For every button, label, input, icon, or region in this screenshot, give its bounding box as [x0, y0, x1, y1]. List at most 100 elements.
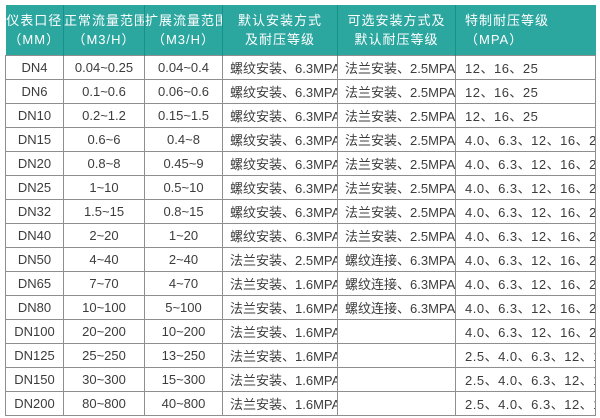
cell-default-installation: 法兰安装、1.6MPA: [222, 390, 338, 416]
cell-special-pressure-rating: 2.5、4.0、6.3、12、16: [455, 342, 596, 368]
cell-diameter: DN50: [5, 246, 64, 272]
table-row: DN10 0.2~1.2 0.15~1.5 螺纹安装、6.3MPA 法兰安装、2…: [5, 102, 596, 128]
cell-diameter: DN100: [5, 318, 64, 344]
cell-diameter: DN15: [5, 126, 64, 152]
cell-diameter: DN32: [5, 198, 64, 224]
col-header-special-pressure-rating-line2: （MPA）: [465, 31, 524, 47]
cell-normal-flow-range: 0.1~0.6: [63, 78, 145, 104]
cell-optional-installation: 法兰安装、2.5MPA: [337, 126, 456, 152]
cell-special-pressure-rating: 4.0、6.3、12、16、25: [455, 270, 596, 296]
cell-optional-installation: 法兰安装、2.5MPA: [337, 54, 456, 80]
cell-normal-flow-range: 80~800: [63, 390, 145, 416]
col-header-default-installation: 默认安装方式 及耐压等级: [222, 5, 338, 55]
cell-extended-flow-range: 15~300: [144, 366, 223, 392]
cell-extended-flow-range: 10~200: [144, 318, 223, 344]
cell-default-installation: 螺纹安装、6.3MPA: [222, 222, 338, 248]
cell-normal-flow-range: 0.2~1.2: [63, 102, 145, 128]
table-row: DN150 30~300 15~300 法兰安装、1.6MPA 2.5、4.0、…: [5, 366, 596, 392]
col-header-normal-flow-range-line2: （M3/H）: [72, 31, 136, 47]
cell-special-pressure-rating: 12、16、25: [455, 102, 596, 128]
col-header-extended-flow-range-line2: （M3/H）: [151, 31, 216, 47]
cell-diameter: DN80: [5, 294, 64, 320]
cell-default-installation: 螺纹安装、6.3MPA: [222, 54, 338, 80]
cell-special-pressure-rating: 2.5、4.0、6.3、12、16: [455, 390, 596, 416]
cell-special-pressure-rating: 12、16、25: [455, 78, 596, 104]
col-header-diameter-line1: 仪表口径: [6, 12, 63, 28]
cell-diameter: DN40: [5, 222, 64, 248]
cell-normal-flow-range: 10~100: [63, 294, 145, 320]
cell-extended-flow-range: 2~40: [144, 246, 223, 272]
cell-diameter: DN65: [5, 270, 64, 296]
cell-normal-flow-range: 20~200: [63, 318, 145, 344]
cell-normal-flow-range: 25~250: [63, 342, 145, 368]
cell-diameter: DN10: [5, 102, 64, 128]
cell-special-pressure-rating: 4.0、6.3、12、16、25: [455, 198, 596, 224]
col-header-optional-installation: 可选安装方式及 默认耐压等级: [337, 5, 456, 55]
table-row: DN6 0.1~0.6 0.06~0.6 螺纹安装、6.3MPA 法兰安装、2.…: [5, 78, 596, 104]
cell-optional-installation: [337, 390, 456, 416]
cell-default-installation: 法兰安装、1.6MPA: [222, 342, 338, 368]
cell-extended-flow-range: 0.5~10: [144, 174, 223, 200]
cell-default-installation: 螺纹安装、6.3MPA: [222, 126, 338, 152]
cell-default-installation: 法兰安装、1.6MPA: [222, 270, 338, 296]
cell-optional-installation: 法兰安装、2.5MPA: [337, 222, 456, 248]
table-row: DN20 0.8~8 0.45~9 螺纹安装、6.3MPA 法兰安装、2.5MP…: [5, 150, 596, 176]
table-row: DN32 1.5~15 0.8~15 螺纹安装、6.3MPA 法兰安装、2.5M…: [5, 198, 596, 224]
col-header-optional-installation-line1: 可选安装方式及: [347, 12, 446, 28]
cell-default-installation: 螺纹安装、6.3MPA: [222, 174, 338, 200]
cell-special-pressure-rating: 4.0、6.3、12、16、25: [455, 150, 596, 176]
col-header-diameter-line2: （MM）: [8, 31, 61, 47]
col-header-special-pressure-rating: 特制耐压等级 （MPA）: [455, 5, 596, 55]
cell-diameter: DN25: [5, 174, 64, 200]
cell-optional-installation: [337, 342, 456, 368]
col-header-optional-installation-line2: 默认耐压等级: [354, 31, 439, 47]
cell-special-pressure-rating: 4.0、6.3、12、16、25: [455, 318, 596, 344]
table-row: DN25 1~10 0.5~10 螺纹安装、6.3MPA 法兰安装、2.5MPA…: [5, 174, 596, 200]
cell-diameter: DN125: [5, 342, 64, 368]
cell-optional-installation: 螺纹连接、6.3MPA: [337, 270, 456, 296]
cell-optional-installation: 螺纹连接、6.3MPA: [337, 294, 456, 320]
table-row: DN50 4~40 2~40 法兰安装、2.5MPA 螺纹连接、6.3MPA 4…: [5, 246, 596, 272]
cell-extended-flow-range: 0.04~0.4: [144, 54, 223, 80]
cell-diameter: DN6: [5, 78, 64, 104]
table-row: DN65 7~70 4~70 法兰安装、1.6MPA 螺纹连接、6.3MPA 4…: [5, 270, 596, 296]
cell-extended-flow-range: 0.15~1.5: [144, 102, 223, 128]
cell-optional-installation: 法兰安装、2.5MPA: [337, 102, 456, 128]
cell-extended-flow-range: 0.45~9: [144, 150, 223, 176]
cell-default-installation: 螺纹安装、6.3MPA: [222, 102, 338, 128]
table-row: DN40 2~20 1~20 螺纹安装、6.3MPA 法兰安装、2.5MPA 4…: [5, 222, 596, 248]
cell-optional-installation: 法兰安装、2.5MPA: [337, 174, 456, 200]
cell-diameter: DN150: [5, 366, 64, 392]
cell-default-installation: 螺纹安装、6.3MPA: [222, 150, 338, 176]
col-header-diameter: 仪表口径 （MM）: [5, 5, 64, 55]
col-header-default-installation-line1: 默认安装方式: [237, 12, 322, 28]
table-header-row: 仪表口径 （MM） 正常流量范围 （M3/H） 扩展流量范围 （M3/H） 默认…: [5, 5, 596, 55]
cell-normal-flow-range: 0.6~6: [63, 126, 145, 152]
cell-special-pressure-rating: 4.0、6.3、12、16、25: [455, 126, 596, 152]
table-row: DN200 80~800 40~800 法兰安装、1.6MPA 2.5、4.0、…: [5, 390, 596, 416]
cell-extended-flow-range: 5~100: [144, 294, 223, 320]
cell-special-pressure-rating: 4.0、6.3、12、16、25: [455, 294, 596, 320]
cell-default-installation: 法兰安装、1.6MPA: [222, 318, 338, 344]
cell-normal-flow-range: 7~70: [63, 270, 145, 296]
col-header-extended-flow-range: 扩展流量范围 （M3/H）: [144, 5, 223, 55]
cell-special-pressure-rating: 2.5、4.0、6.3、12、16: [455, 366, 596, 392]
cell-special-pressure-rating: 4.0、6.3、12、16、25: [455, 222, 596, 248]
col-header-special-pressure-rating-line1: 特制耐压等级: [465, 12, 550, 28]
cell-optional-installation: 法兰安装、2.5MPA: [337, 198, 456, 224]
cell-special-pressure-rating: 12、16、25: [455, 54, 596, 80]
flowmeter-spec-table: 仪表口径 （MM） 正常流量范围 （M3/H） 扩展流量范围 （M3/H） 默认…: [5, 5, 596, 416]
cell-default-installation: 螺纹安装、6.3MPA: [222, 198, 338, 224]
col-header-default-installation-line2: 及耐压等级: [244, 31, 315, 47]
cell-special-pressure-rating: 4.0、6.3、12、16、25: [455, 246, 596, 272]
cell-extended-flow-range: 4~70: [144, 270, 223, 296]
cell-special-pressure-rating: 4.0、6.3、12、16、25: [455, 174, 596, 200]
col-header-normal-flow-range: 正常流量范围 （M3/H）: [63, 5, 145, 55]
cell-normal-flow-range: 0.8~8: [63, 150, 145, 176]
cell-optional-installation: [337, 366, 456, 392]
table-row: DN100 20~200 10~200 法兰安装、1.6MPA 4.0、6.3、…: [5, 318, 596, 344]
cell-default-installation: 螺纹安装、6.3MPA: [222, 78, 338, 104]
cell-normal-flow-range: 0.04~0.25: [63, 54, 145, 80]
cell-extended-flow-range: 40~800: [144, 390, 223, 416]
